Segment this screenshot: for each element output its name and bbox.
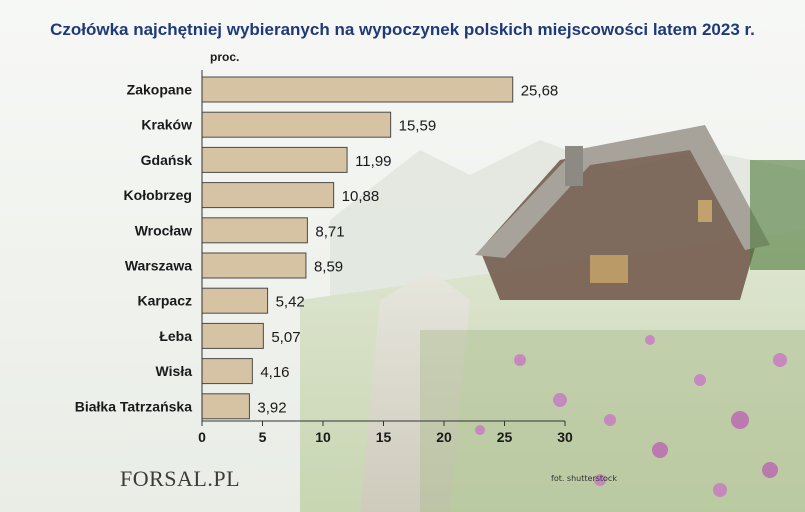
category-label: Kołobrzeg [124, 187, 192, 203]
value-label: 15,59 [399, 118, 437, 135]
value-label: 5,07 [271, 329, 300, 346]
bar [201, 322, 264, 349]
x-tick-label: 20 [436, 429, 452, 445]
value-label: 8,71 [315, 223, 344, 240]
category-label: Warszawa [125, 258, 192, 274]
value-label: 4,16 [260, 364, 289, 381]
chart-title: Czołówka najchętniej wybieranych na wypo… [50, 20, 755, 39]
value-label: 10,88 [342, 188, 380, 205]
x-tick-label: 15 [376, 429, 392, 445]
bar [201, 287, 269, 314]
unit-label: proc. [210, 50, 239, 64]
bar [201, 217, 308, 244]
category-label: Łeba [159, 328, 192, 344]
cabin-illustration [475, 125, 805, 300]
bar [201, 146, 348, 173]
category-label: Wisła [156, 363, 193, 379]
bar [201, 182, 335, 209]
logo-text: FORSAL.PL [120, 466, 241, 491]
value-label: 8,59 [314, 259, 343, 276]
value-label: 3,92 [257, 399, 286, 416]
category-label: Zakopane [127, 82, 193, 98]
category-label: Kraków [141, 117, 192, 133]
bar [201, 393, 250, 420]
forsal-logo: FORSAL.PL [120, 466, 240, 492]
bar [201, 111, 392, 138]
x-tick-label: 10 [315, 429, 331, 445]
photo-credit: fot. shutterstock [551, 474, 617, 483]
category-label: Wrocław [135, 222, 192, 238]
x-tick-label: 25 [497, 429, 513, 445]
category-label: Gdańsk [141, 152, 193, 168]
bar [201, 358, 253, 385]
value-label: 25,68 [521, 83, 559, 100]
value-label: 11,99 [355, 153, 391, 170]
x-tick-label: 0 [198, 429, 206, 445]
x-tick-label: 30 [557, 429, 573, 445]
bar [201, 252, 307, 279]
value-label: 5,42 [276, 294, 305, 311]
bar [201, 76, 514, 103]
category-label: Białka Tatrzańska [75, 398, 192, 414]
category-label: Karpacz [138, 293, 192, 309]
x-tick-label: 5 [259, 429, 267, 445]
